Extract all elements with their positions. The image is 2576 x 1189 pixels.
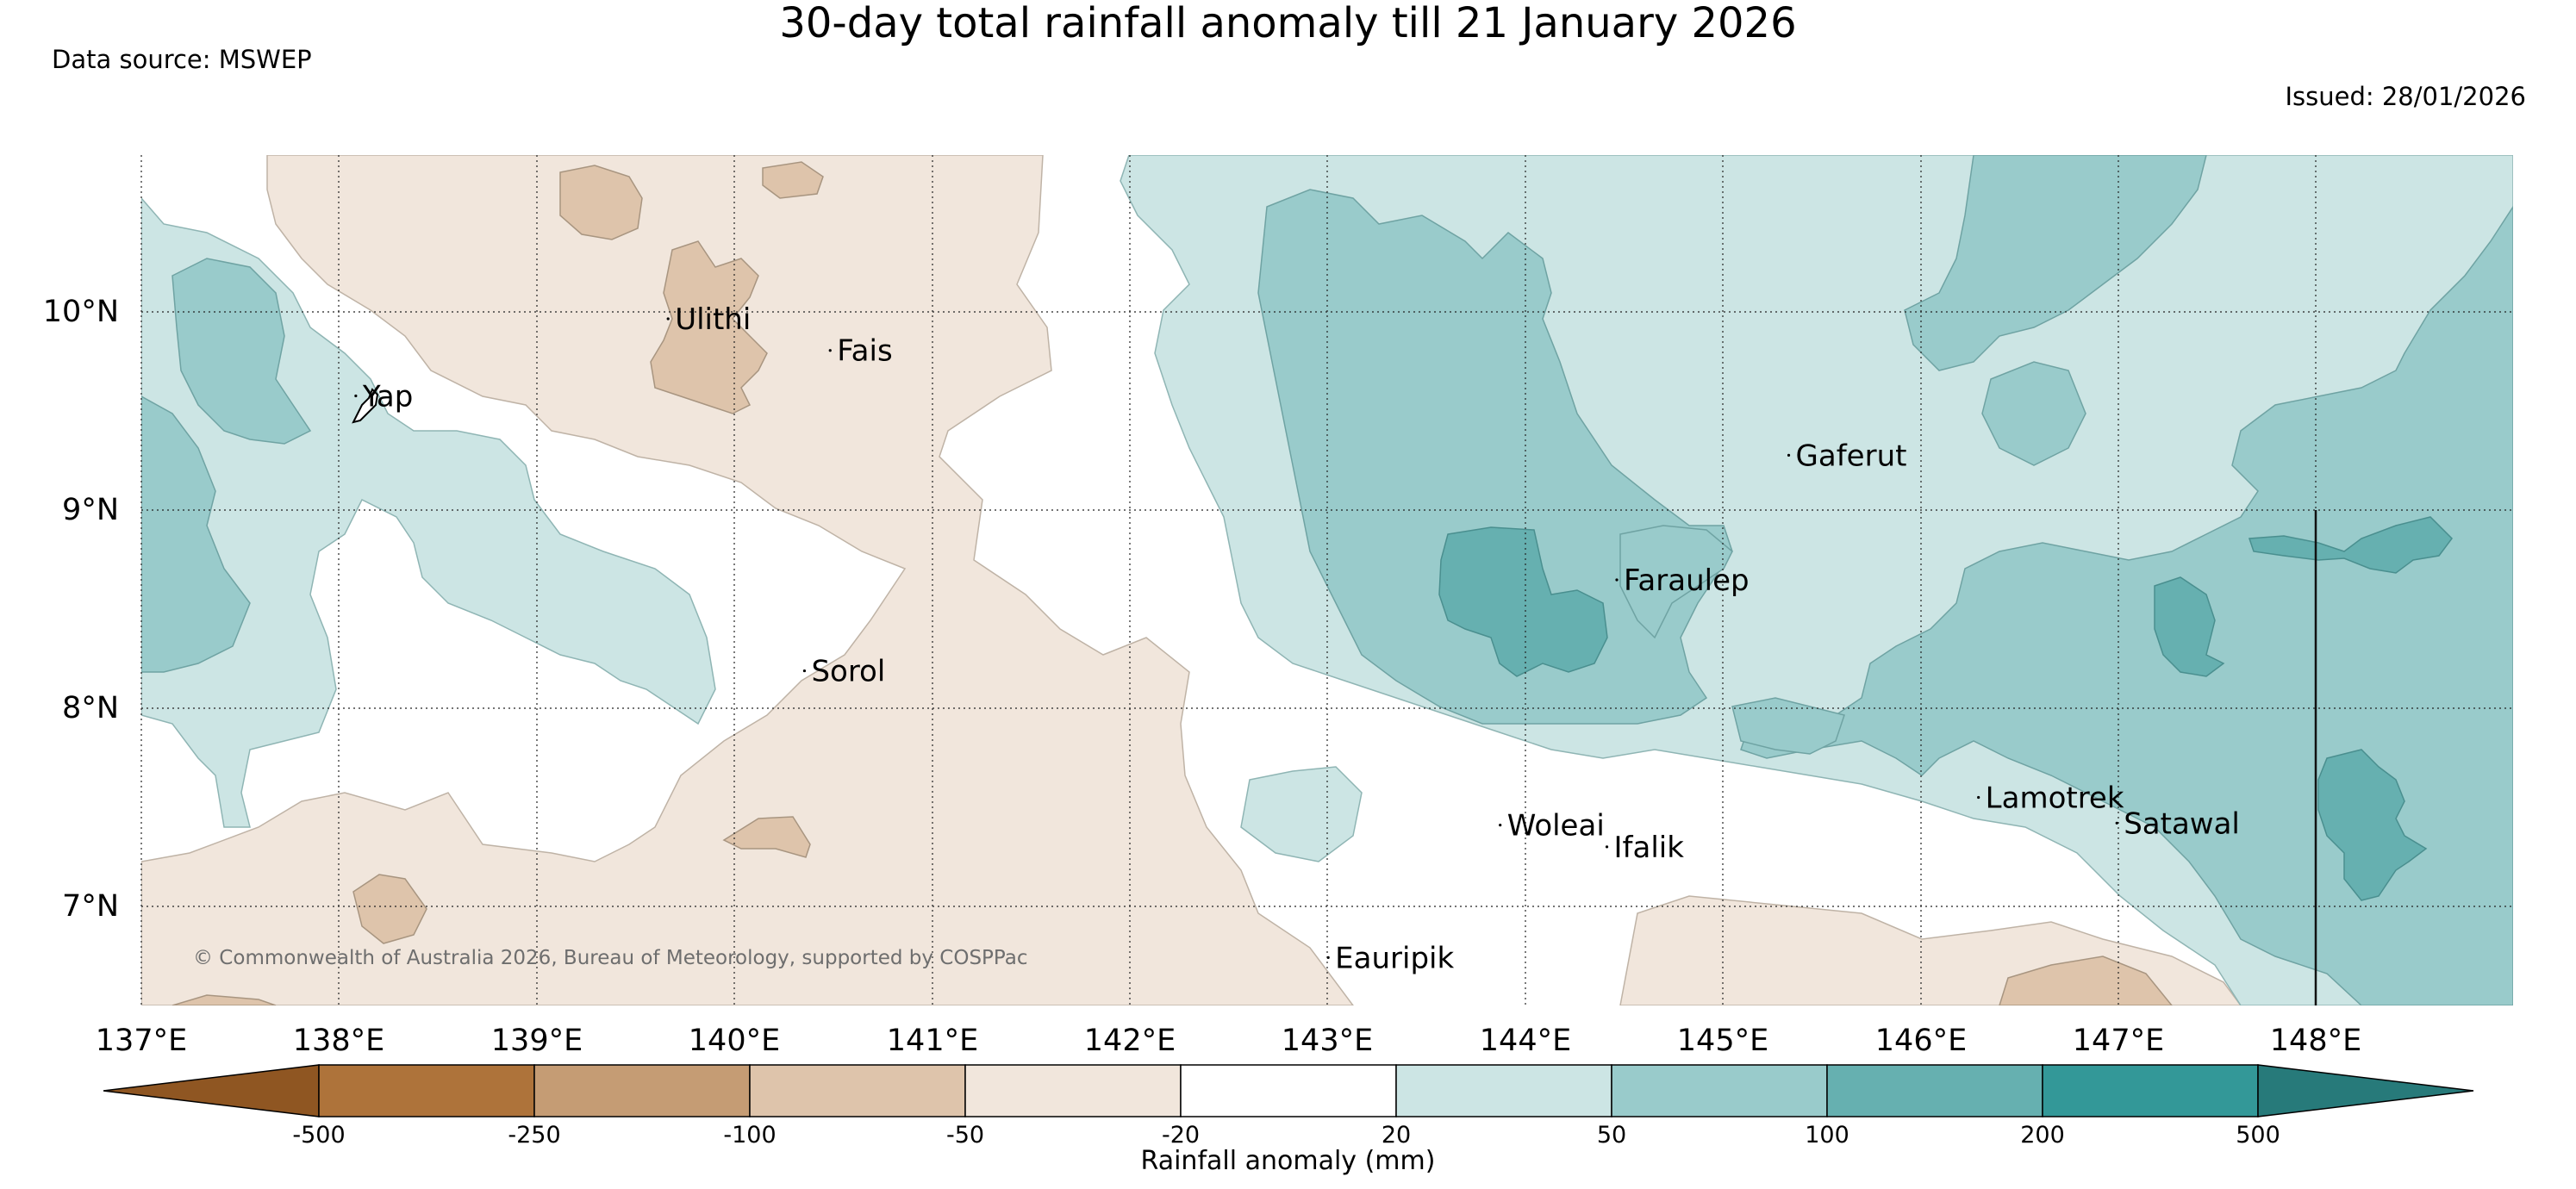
island-marker-gaferut [1787,453,1791,457]
wet-patch-east-mid [1981,361,2086,466]
x-tick-144e: 144°E [1479,1024,1572,1058]
y-tick-10n: 10°N [42,295,119,329]
dry-patch-southwest [172,994,277,1005]
place-label-gaferut: Gaferut [1796,439,1907,473]
wet-region-central [1257,189,1733,725]
wet-patch-woleai [1240,766,1363,862]
x-tick-146e: 146°E [1874,1024,1968,1058]
x-tick-138e: 138°E [292,1024,385,1058]
yap-island [352,388,379,424]
colorbar-label-500: 500 [2236,1122,2280,1149]
copyright-notice: © Commonwealth of Australia 2026, Bureau… [193,947,1028,969]
island-marker-satawal [2115,821,2118,825]
colorbar-title: Rainfall anomaly (mm) [1140,1146,1436,1176]
place-label-lamotrek: Lamotrek [1986,781,2124,815]
x-tick-142e: 142°E [1083,1024,1176,1058]
wet-patch-lamotrek [1731,697,1845,755]
very-wet-east1 [2154,576,2225,677]
wet-patch-northeast [1904,155,2207,371]
place-label-yap: Yap [362,380,414,414]
issued-date: Issued: 28/01/2026 [2285,82,2526,111]
island-marker-faraulep [1615,578,1619,582]
colorbar-label-neg500: -500 [292,1122,346,1149]
place-label-eauripik: Eauripik [1335,941,1454,975]
colorbar-label-neg50: -50 [945,1122,985,1149]
x-tick-140e: 140°E [688,1024,781,1058]
island-marker-ulithi [666,317,670,321]
map-title: 30-day total rainfall anomaly till 21 Ja… [779,0,1797,47]
x-tick-141e: 141°E [886,1024,979,1058]
colorbar-label-50: 50 [1596,1122,1627,1149]
data-source: Data source: MSWEP [52,45,312,74]
dry-patch-ulithi [650,240,768,414]
wet-region-west [141,196,716,828]
place-label-fais: Fais [837,334,892,369]
x-tick-145e: 145°E [1676,1024,1769,1058]
y-tick-9n: 9°N [62,493,119,527]
y-tick-7n: 7°N [62,889,119,924]
x-tick-139e: 139°E [490,1024,583,1058]
island-marker-woleai [1499,824,1502,827]
place-label-sorol: Sorol [811,655,885,689]
island-marker-yap [354,394,358,398]
colorbar-label-neg250: -250 [508,1122,561,1149]
colorbar-label-neg20: -20 [1161,1122,1201,1149]
place-label-ulithi: Ulithi [675,302,751,337]
dry-patch-north2 [762,161,824,199]
island-marker-ifalik [1605,845,1609,849]
x-tick-148e: 148°E [2269,1024,2362,1058]
x-tick-147e: 147°E [2072,1024,2165,1058]
colorbar-label-neg100: -100 [723,1122,777,1149]
island-marker-sorol [802,669,807,673]
place-label-satawal: Satawal [2124,806,2240,841]
place-labels: Ulithi Fais Yap Gaferut Faraulep Sorol Woleai I… [354,302,2240,975]
dry-patch-north [559,165,643,240]
dry-region-west [141,155,1354,1005]
dry-patch-south2 [352,874,427,944]
wet-patch-west [141,395,251,673]
wet-patch-gaferut [1619,525,1733,639]
island-marker-eauripik [1326,956,1330,959]
very-wet-east2 [2248,516,2453,574]
y-tick-8n: 8°N [62,691,119,725]
dry-patch-south1 [722,816,811,858]
place-label-faraulep: Faraulep [1624,563,1750,598]
colorbar-label-200: 200 [2020,1122,2065,1149]
colorbar-label-100: 100 [1805,1122,1849,1149]
place-label-woleai: Woleai [1507,809,1605,844]
very-wet-southeast [2317,749,2428,901]
very-wet-faraulep [1438,526,1608,677]
colorbar-label-20: 20 [1381,1122,1412,1149]
dry-patch-southeast [1999,956,2173,1005]
island-marker-lamotrek [1977,795,1980,800]
place-label-ifalik: Ifalik [1614,831,1685,865]
island-marker-fais [828,349,832,352]
wet-patch-northwest [172,258,312,445]
x-tick-143e: 143°E [1281,1024,1374,1058]
x-tick-137e: 137°E [95,1024,188,1058]
